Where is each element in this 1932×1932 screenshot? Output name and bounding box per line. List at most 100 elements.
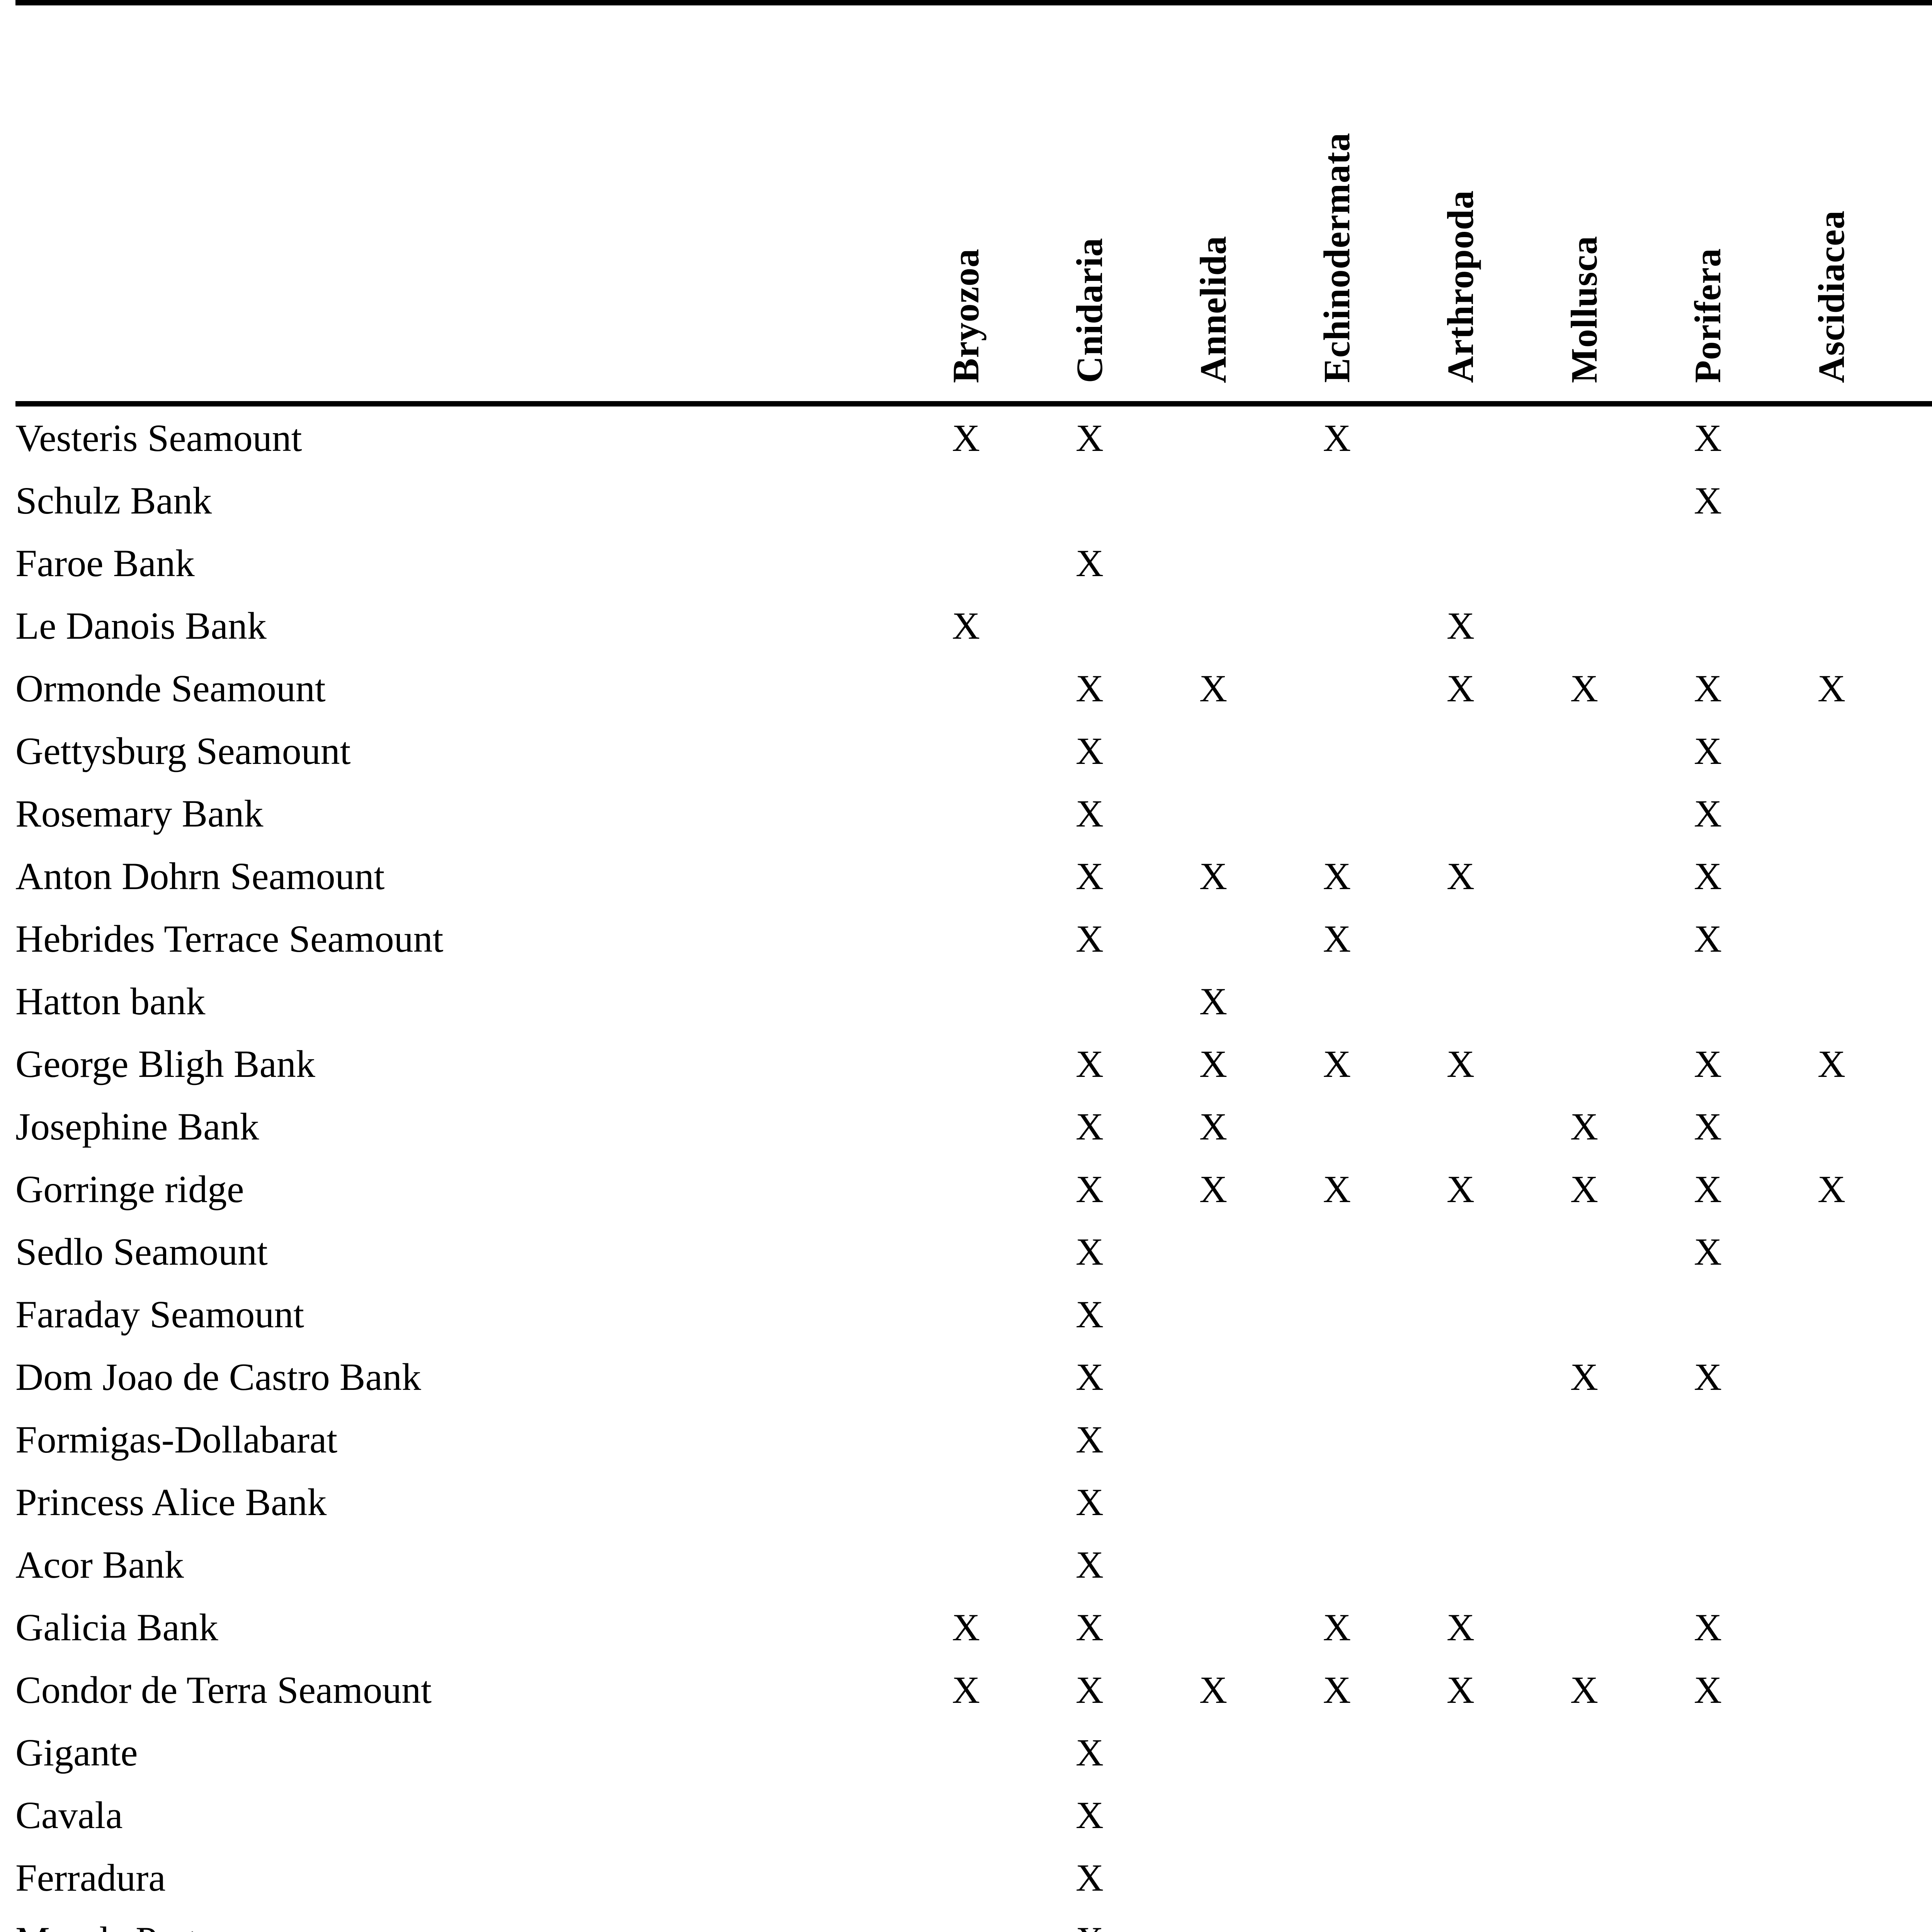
presence-cell (1770, 782, 1893, 845)
presence-cell (1028, 970, 1151, 1032)
row-label: Josephine Bank (15, 1105, 259, 1148)
presence-cell (1893, 1408, 1932, 1471)
presence-cell: X (1893, 657, 1932, 719)
table-row: Anton Dohrn SeamountXXXXXX6 (15, 845, 1932, 907)
presence-cell (904, 970, 1028, 1032)
column-header-label: Porifera (1687, 248, 1728, 383)
presence-cell: X (952, 1668, 980, 1711)
table-row: Rosemary BankXX2 (15, 782, 1932, 845)
table-header: Bryozoa Cnidaria Annelida Echinodermata Arth… (15, 0, 1932, 406)
presence-cell: X (1446, 1042, 1475, 1085)
row-label: George Bligh Bank (15, 1042, 315, 1085)
presence-cell: X (1075, 1167, 1104, 1211)
presence-cell: X (1075, 854, 1104, 898)
presence-cell (1522, 1283, 1646, 1345)
presence-cell: X (1075, 729, 1104, 772)
presence-cell (1399, 1846, 1522, 1909)
presence-cell: X (1570, 1668, 1599, 1711)
presence-cell (1646, 1533, 1770, 1596)
table-row: George Bligh BankXXXXXXXX8 (15, 1032, 1932, 1095)
presence-cell: X (1694, 1230, 1722, 1273)
table-row: Mar de PrataX1 (15, 1909, 1932, 1932)
presence-cell (1893, 907, 1932, 970)
presence-cell: X (1028, 1909, 1151, 1932)
column-header-label: Bryozoa (945, 248, 986, 383)
presence-cell: X (1323, 1668, 1351, 1711)
presence-cell: X (1323, 1042, 1351, 1085)
presence-cell: X (1694, 792, 1722, 835)
presence-cell (1275, 1345, 1399, 1408)
row-label: Mar de Prata (15, 1909, 904, 1932)
presence-cell: X (1694, 917, 1722, 960)
presence-cell: X (1694, 1355, 1722, 1398)
presence-cell: X (1323, 854, 1351, 898)
presence-cell (1770, 1784, 1893, 1846)
presence-cell (1522, 1533, 1646, 1596)
presence-cell (1770, 719, 1893, 782)
presence-cell (904, 1345, 1028, 1408)
presence-cell (1522, 845, 1646, 907)
presence-cell (1646, 1408, 1770, 1471)
presence-cell: X (1075, 1543, 1104, 1586)
presence-cell (1522, 719, 1646, 782)
presence-cell (1770, 1220, 1893, 1283)
presence-cell (1275, 1220, 1399, 1283)
presence-cell: X (1075, 667, 1104, 710)
presence-cell (1893, 1471, 1932, 1533)
header-row: Bryozoa Cnidaria Annelida Echinodermata Arth… (15, 3, 1932, 401)
table-row: Princess Alice BankX1 (15, 1471, 1932, 1533)
presence-cell (904, 1533, 1028, 1596)
table-row: Sedlo SeamountXXX3 (15, 1220, 1932, 1283)
presence-cell: X (1694, 479, 1722, 522)
presence-cell (1399, 1283, 1522, 1345)
column-header-echinodermata: Echinodermata (1275, 3, 1399, 401)
presence-cell: X (1893, 1032, 1932, 1095)
presence-cell (1275, 970, 1399, 1032)
presence-cell (1770, 1095, 1893, 1158)
presence-cell (1399, 1533, 1522, 1596)
presence-cell (1646, 1721, 1770, 1784)
row-label: Gigante (15, 1731, 138, 1774)
presence-cell (1275, 1721, 1399, 1784)
presence-cell (904, 845, 1028, 907)
presence-cell: X (1199, 1042, 1228, 1085)
column-header-ascidiacea: Ascidiacea (1770, 3, 1893, 401)
presence-cell (1151, 1345, 1275, 1408)
table-row: Ormonde SeamountXXXXXXX7 (15, 657, 1932, 719)
presence-cell: X (1075, 1042, 1104, 1085)
presence-cell: X (1694, 667, 1722, 710)
seamount-taxa-table: Bryozoa Cnidaria Annelida Echinodermata Arth… (15, 0, 1932, 1932)
row-label: Le Danois Bank (15, 604, 267, 647)
presence-cell (1893, 719, 1932, 782)
presence-cell (1151, 1220, 1275, 1283)
table-row: Hatton bankX1 (15, 970, 1932, 1032)
presence-cell: X (1570, 667, 1599, 710)
presence-cell: X (1323, 416, 1351, 459)
presence-cell: X (1075, 1418, 1104, 1461)
presence-cell (1151, 1408, 1275, 1471)
presence-cell (1275, 594, 1399, 657)
presence-cell: X (1694, 1042, 1722, 1085)
presence-cell: X (1570, 1167, 1599, 1211)
presence-cell (1275, 1909, 1399, 1932)
presence-cell (904, 719, 1028, 782)
table-row: Dom Joao de Castro BankXXX3 (15, 1345, 1932, 1408)
presence-cell: X (1446, 1605, 1475, 1649)
table-row: Gorringe ridgeXXXXXXX7 (15, 1158, 1932, 1220)
table-row: Vesteris SeamountXXXX4 (15, 404, 1932, 469)
presence-cell (1770, 907, 1893, 970)
presence-cell: X (1075, 1230, 1104, 1273)
presence-cell (1151, 719, 1275, 782)
row-label: Anton Dohrn Seamount (15, 854, 385, 898)
presence-cell (1399, 1408, 1522, 1471)
column-header-label: Echinodermata (1316, 133, 1357, 383)
row-label: Acor Bank (15, 1543, 184, 1586)
header-corner-cell (15, 3, 904, 401)
table-row: Josephine BankXXXX4 (15, 1095, 1932, 1158)
column-header-echiura: Echiura (1893, 3, 1932, 401)
presence-cell: X (1199, 1668, 1228, 1711)
presence-cell (1151, 1471, 1275, 1533)
row-label: Gettysburg Seamount (15, 729, 351, 772)
presence-cell (1399, 469, 1522, 532)
presence-cell (1275, 469, 1399, 532)
